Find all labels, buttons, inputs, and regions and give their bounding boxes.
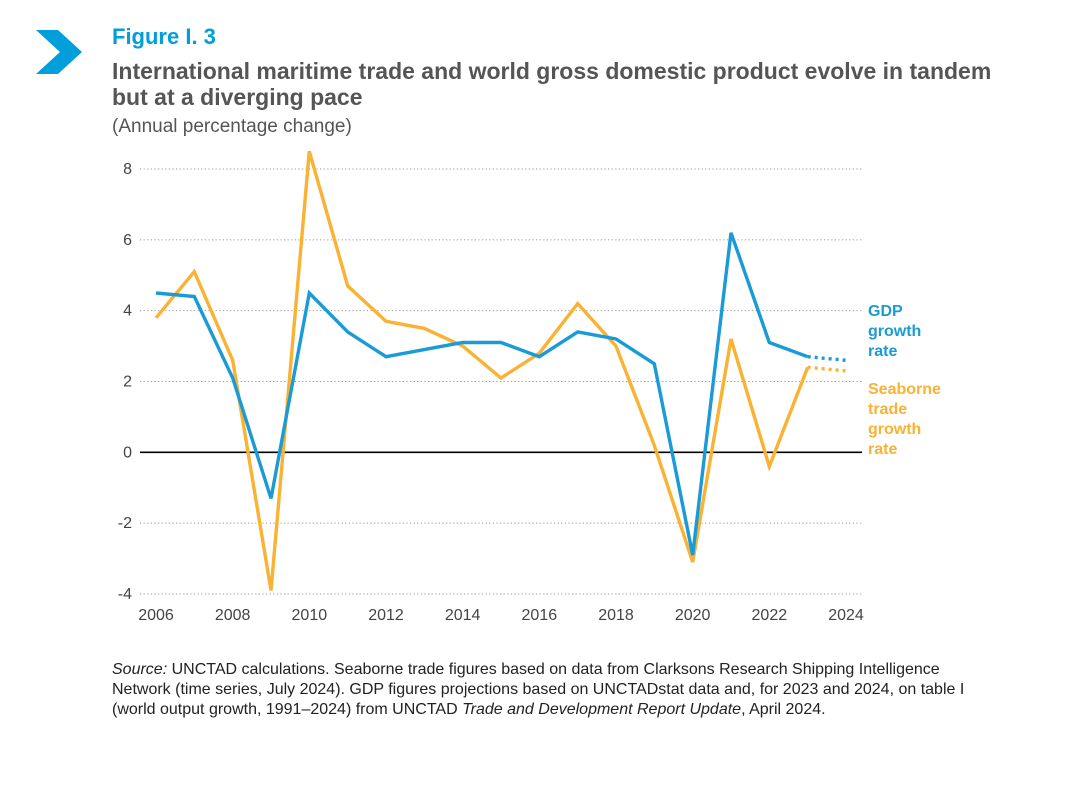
y-tick-label: -2 bbox=[118, 515, 132, 532]
source-note: Source: UNCTAD calculations. Seaborne tr… bbox=[112, 660, 972, 720]
source-report-title: Trade and Development Report Update bbox=[462, 701, 742, 718]
y-tick-label: 6 bbox=[123, 232, 132, 249]
figure-label: Figure I. 3 bbox=[112, 24, 216, 49]
x-tick-label: 2020 bbox=[675, 607, 711, 624]
x-tick-label: 2024 bbox=[828, 607, 864, 624]
x-tick-label: 2014 bbox=[445, 607, 481, 624]
x-tick-label: 2010 bbox=[292, 607, 328, 624]
x-tick-label: 2008 bbox=[215, 607, 251, 624]
x-tick-label: 2012 bbox=[368, 607, 404, 624]
x-tick-label: 2022 bbox=[752, 607, 788, 624]
figure-subtitle: (Annual percentage change) bbox=[112, 116, 352, 137]
gdp-legend-label: GDP growth rate bbox=[868, 303, 921, 360]
gdp-projection-line bbox=[807, 355, 847, 362]
trade-projection-line bbox=[807, 365, 847, 373]
y-tick-label: 4 bbox=[123, 303, 132, 320]
y-tick-label: 2 bbox=[123, 374, 132, 391]
source-label: Source: bbox=[112, 661, 168, 678]
trade-series-line bbox=[154, 150, 810, 591]
source-text-2: , April 2024. bbox=[741, 701, 826, 718]
x-tick-label: 2018 bbox=[598, 607, 634, 624]
y-tick-label: 0 bbox=[123, 444, 132, 461]
chevron-right-icon bbox=[36, 30, 82, 74]
x-tick-label: 2016 bbox=[522, 607, 558, 624]
x-tick-label: 2006 bbox=[138, 607, 174, 624]
figure-title: International maritime trade and world g… bbox=[112, 58, 992, 110]
gdp-series-line bbox=[155, 232, 809, 556]
trade-legend-label: Seaborne trade growth rate bbox=[868, 381, 941, 458]
y-tick-label: -4 bbox=[118, 586, 132, 603]
source-text-1: UNCTAD calculations. Seaborne trade figu… bbox=[112, 661, 965, 718]
y-tick-label: 8 bbox=[123, 161, 132, 178]
